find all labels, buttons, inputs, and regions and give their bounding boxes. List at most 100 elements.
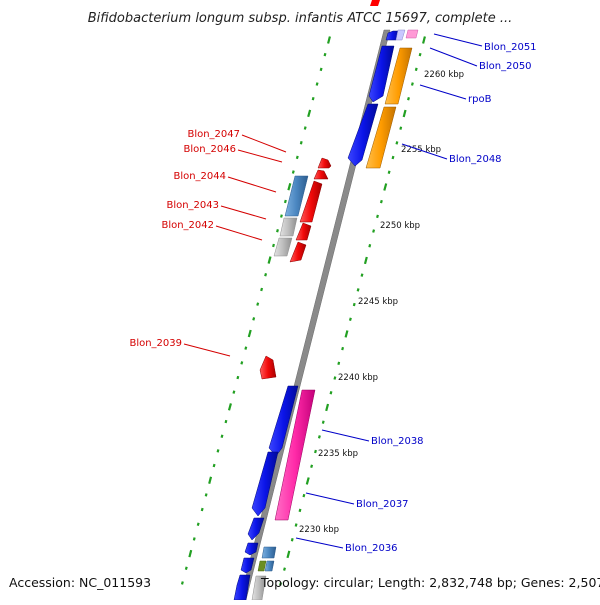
tick-mark: [240, 361, 244, 365]
gene-feature[interactable]: [395, 29, 406, 41]
tick-mark: [356, 288, 360, 292]
leader-line: [295, 537, 344, 549]
gene-feature[interactable]: [247, 517, 265, 541]
gene-feature[interactable]: [368, 45, 395, 103]
tick-mark: [212, 463, 216, 468]
gene-feature[interactable]: [289, 241, 307, 263]
tick-mark: [279, 582, 283, 586]
gene-label[interactable]: rpoB: [468, 94, 492, 105]
gene-feature[interactable]: [261, 546, 277, 559]
gene-label[interactable]: Blon_2050: [479, 61, 532, 72]
gene-feature[interactable]: [279, 217, 298, 237]
gene-label[interactable]: Blon_2047: [187, 129, 240, 140]
tick-mark: [287, 183, 292, 191]
labels-left: Blon_2047 Blon_2046 Blon_2044 Blon_2043 …: [129, 129, 240, 349]
tick-mark: [379, 199, 383, 204]
gene-label[interactable]: Blon_2046: [183, 144, 236, 155]
leader-line: [220, 205, 267, 220]
gene-feature[interactable]: [405, 29, 419, 39]
tick-mark: [272, 243, 275, 248]
gene-label[interactable]: Blon_2043: [166, 200, 219, 211]
gene-feature[interactable]: [370, 0, 380, 6]
tick-mark: [410, 82, 414, 86]
tick-mark: [323, 52, 327, 57]
tick-mark: [407, 97, 410, 101]
tick-mark: [264, 273, 268, 277]
tick-mark: [294, 523, 298, 527]
gene-feature[interactable]: [268, 385, 299, 457]
leader-line: [237, 149, 283, 163]
leader-line: [183, 343, 231, 357]
tick-mark: [325, 403, 330, 412]
tick-mark: [252, 317, 256, 321]
tick-mark: [196, 522, 200, 526]
tick-mark: [260, 287, 264, 292]
tick-mark: [180, 581, 184, 585]
gene-feature[interactable]: [257, 560, 267, 572]
scale-label: 2240 kbp: [338, 373, 378, 383]
gene-feature[interactable]: [233, 574, 251, 601]
tick-mark: [315, 82, 319, 86]
gene-feature[interactable]: [274, 389, 316, 521]
tick-mark: [244, 346, 248, 350]
tick-mark: [395, 141, 399, 145]
tick-mark: [341, 346, 345, 351]
gene-feature[interactable]: [295, 222, 312, 241]
genes-right-inner: [233, 0, 400, 601]
gene-label[interactable]: Blon_2037: [356, 499, 409, 510]
gene-label[interactable]: Blon_2048: [449, 154, 502, 165]
gene-feature[interactable]: [317, 157, 332, 169]
tick-mark: [399, 126, 403, 130]
gene-feature[interactable]: [264, 560, 275, 572]
tick-mark: [232, 390, 236, 394]
gene-feature[interactable]: [251, 451, 279, 517]
scale-label: 2230 kbp: [299, 525, 339, 535]
tick-mark: [418, 52, 422, 57]
gene-feature[interactable]: [244, 542, 259, 556]
gene-label[interactable]: Blon_2051: [484, 42, 537, 53]
tick-mark: [276, 229, 279, 233]
leader-line: [433, 33, 483, 47]
gene-label[interactable]: Blon_2042: [161, 220, 214, 231]
tick-mark: [291, 170, 295, 174]
leader-lines: [183, 33, 483, 549]
tick-mark: [307, 109, 312, 118]
gene-label[interactable]: Blon_2044: [173, 171, 226, 182]
gene-feature[interactable]: [273, 237, 293, 257]
gene-feature[interactable]: [365, 106, 397, 169]
tick-mark: [327, 36, 331, 44]
gene-feature[interactable]: [284, 175, 309, 217]
leader-line: [429, 47, 478, 67]
tick-mark: [220, 434, 224, 438]
gene-label[interactable]: Blon_2036: [345, 543, 398, 554]
gene-feature[interactable]: [299, 180, 323, 223]
labels-right: Blon_2051 Blon_2050 rpoB Blon_2048 Blon_…: [345, 42, 537, 554]
tick-mark: [204, 493, 208, 497]
tick-mark: [414, 67, 418, 72]
leader-line: [305, 492, 355, 505]
tick-mark: [305, 477, 310, 485]
tick-mark: [319, 67, 323, 72]
leader-line: [241, 134, 287, 153]
tick-mark: [216, 449, 220, 453]
tick-mark: [283, 567, 286, 571]
gene-feature[interactable]: [313, 169, 329, 180]
tick-mark: [200, 507, 204, 512]
gene-feature[interactable]: [259, 355, 277, 380]
gene-feature[interactable]: [384, 47, 413, 105]
gene-label[interactable]: Blon_2038: [371, 436, 424, 447]
genes-left: [259, 157, 332, 380]
tick-mark: [299, 141, 303, 145]
scale-label: 2250 kbp: [380, 221, 420, 231]
tick-mark: [247, 329, 252, 338]
tick-mark: [310, 464, 314, 468]
gene-label[interactable]: Blon_2039: [129, 338, 182, 349]
tick-mark: [227, 403, 232, 411]
scale-label: 2235 kbp: [318, 449, 358, 459]
tick-mark: [368, 244, 372, 248]
tick-mark: [280, 214, 283, 218]
gene-feature[interactable]: [347, 103, 379, 167]
leader-line: [215, 225, 263, 241]
gene-feature[interactable]: [240, 557, 255, 574]
leader-line: [401, 143, 448, 160]
